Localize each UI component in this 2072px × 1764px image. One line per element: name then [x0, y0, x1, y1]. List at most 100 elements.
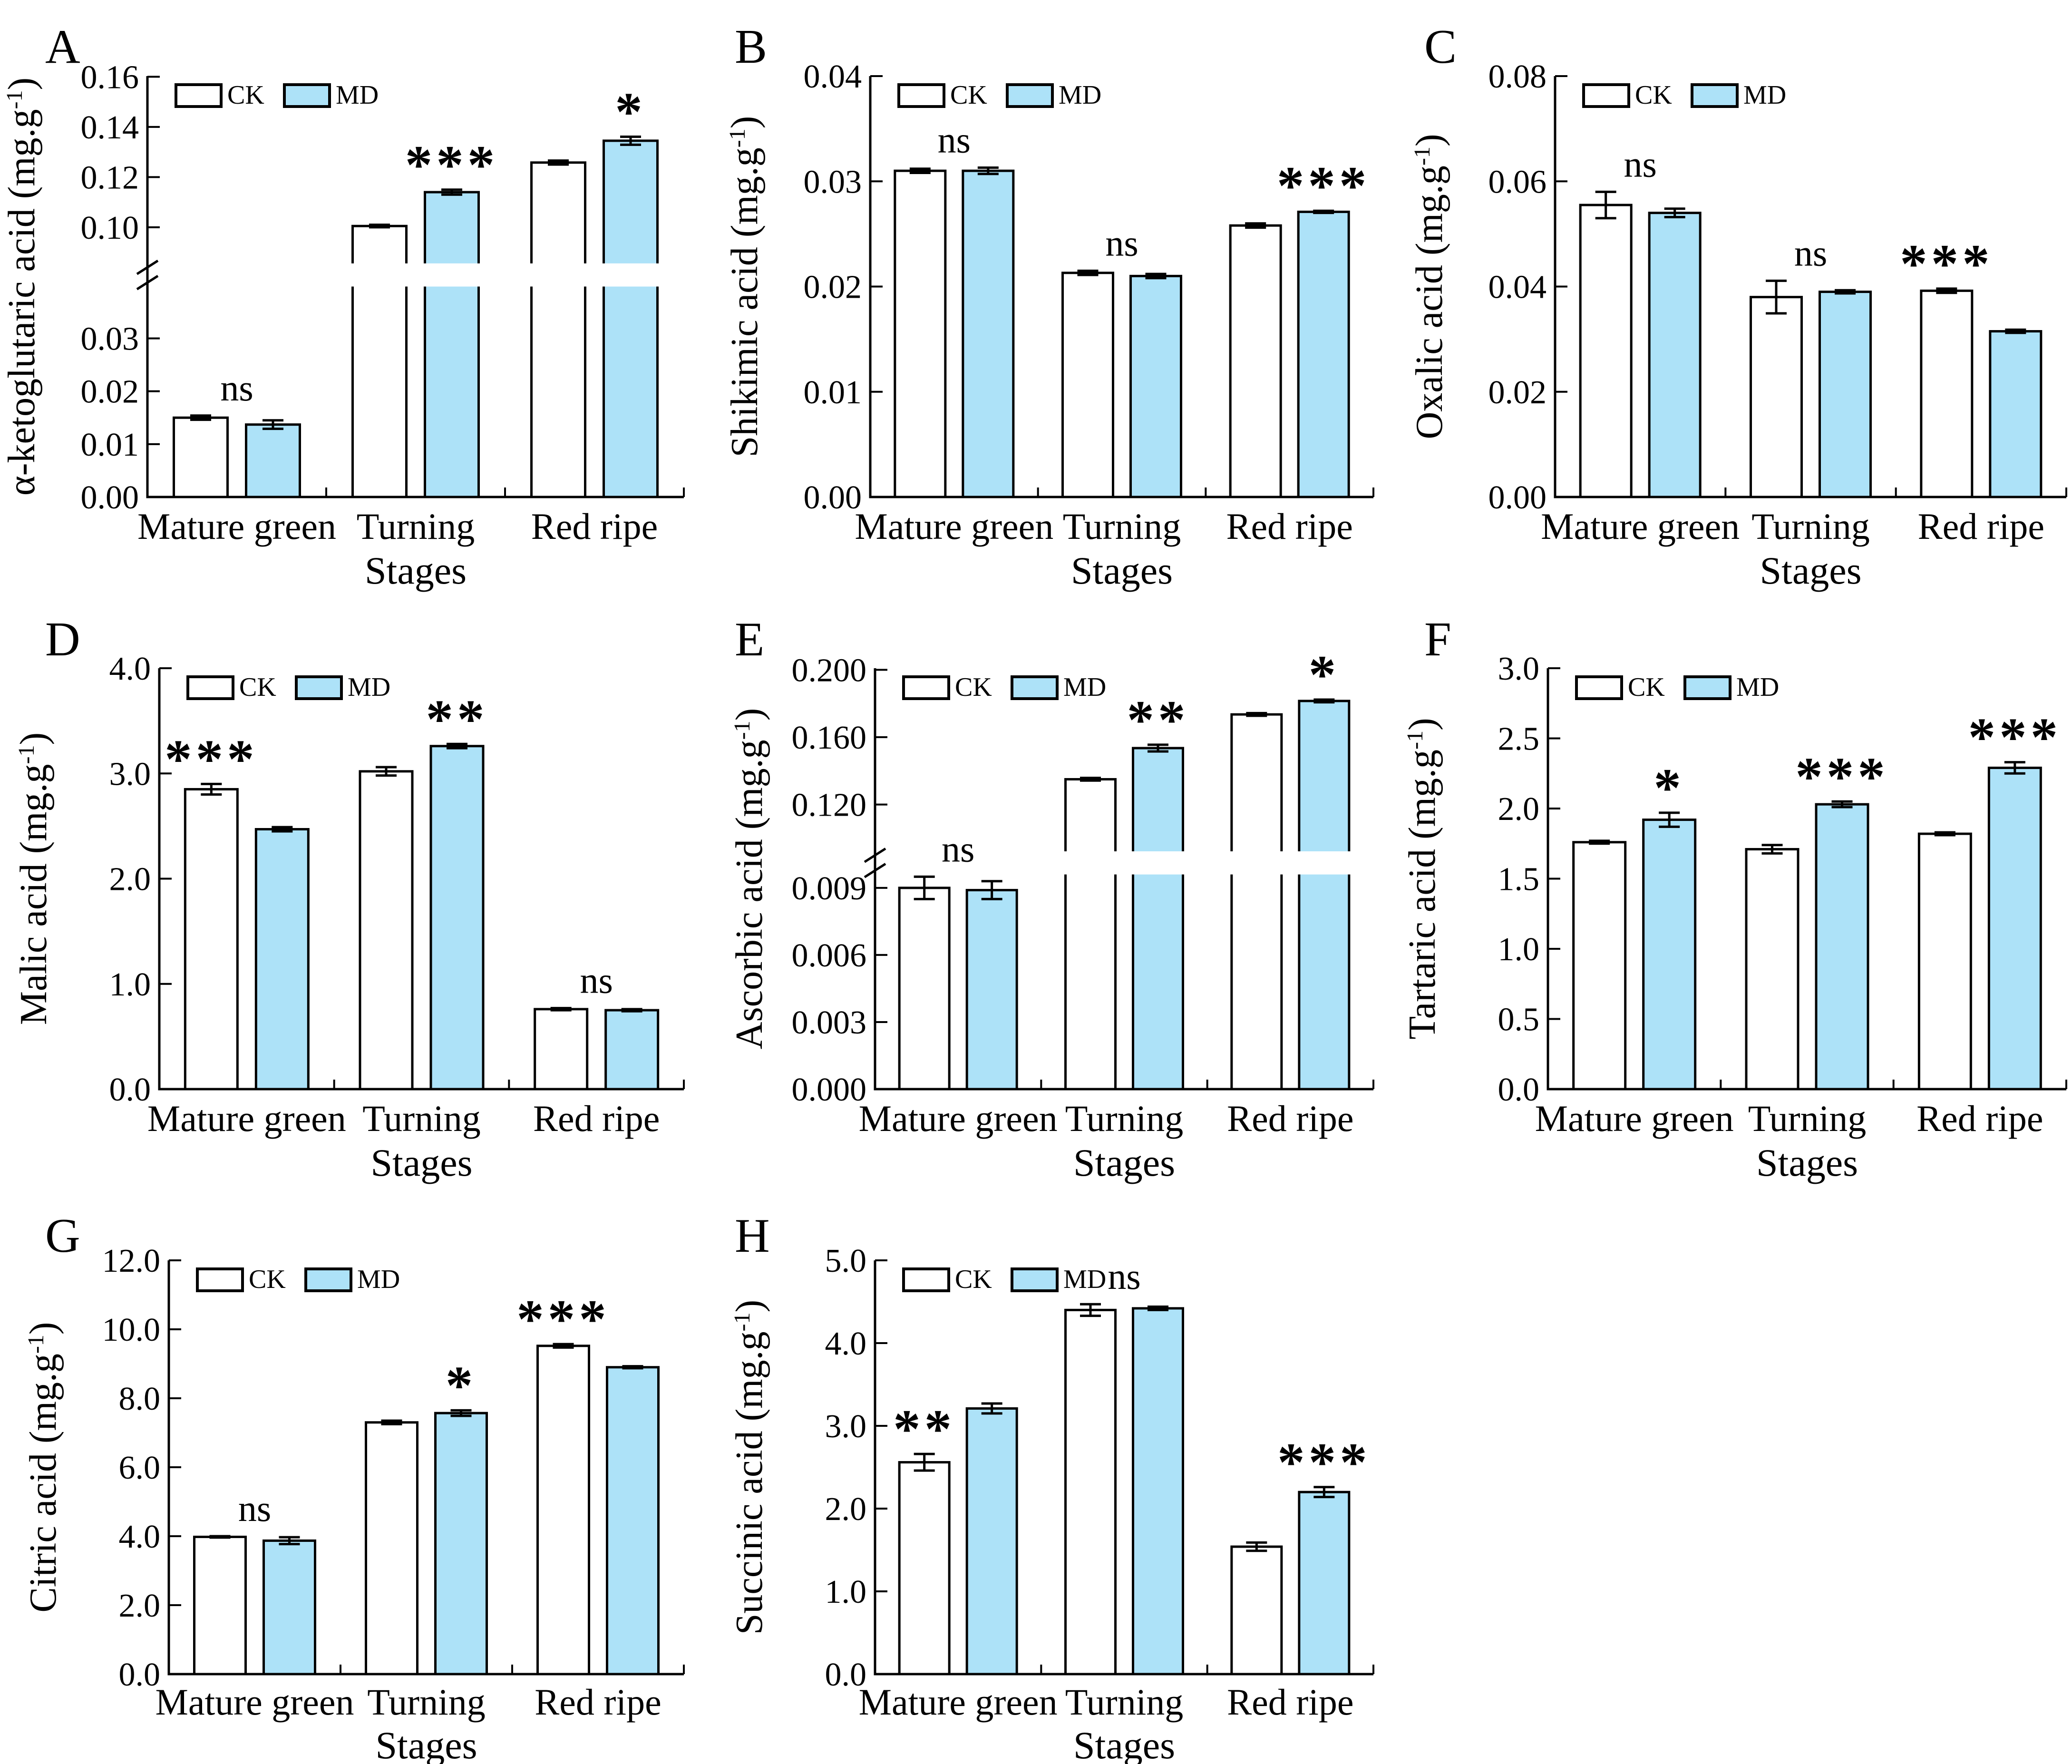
bar-md-2	[1987, 766, 2042, 1091]
bar-md-0	[962, 169, 1015, 498]
legend-label-ck: CK	[955, 1265, 992, 1294]
y-tick-label: 3.0	[1498, 651, 1540, 687]
error-bar	[550, 1007, 572, 1012]
y-tick-label: 4.0	[109, 651, 151, 687]
bar-ck-2	[536, 1345, 590, 1676]
category-label: Turning	[1748, 1098, 1867, 1139]
y-tick-label: 0.0	[109, 1072, 151, 1108]
y-tick-label: 0.04	[1488, 269, 1547, 306]
bar-md-2	[603, 139, 659, 498]
y-tick-label: 2.0	[825, 1491, 867, 1528]
y-tick-label: 0.12	[81, 159, 139, 196]
category-label: Red ripe	[533, 1098, 660, 1139]
bar-md-1	[1132, 1307, 1184, 1676]
error-bar	[1831, 800, 1853, 809]
category-label: Red ripe	[1227, 1681, 1353, 1723]
bar-md-0	[263, 1539, 316, 1676]
panel-G: 0.0 2.0 4.0 6.0 8.0 10.0 12.0 ns * *** CK MD Mature …	[0, 1203, 690, 1764]
significance-label: ***	[1277, 156, 1371, 216]
legend: CK MD	[186, 672, 390, 702]
error-bar	[914, 875, 935, 900]
x-axis-title: Stages	[1071, 549, 1173, 592]
error-bar	[1148, 1305, 1168, 1311]
y-axis-title: Ascorbic acid (mg.g-1)	[729, 708, 770, 1050]
error-bar	[1145, 273, 1167, 280]
error-bar	[553, 1343, 574, 1349]
y-tick-label: 0.0	[119, 1657, 161, 1693]
significance-label: **	[426, 689, 488, 749]
error-bar	[981, 880, 1002, 900]
y-tick-label: 0.120	[792, 787, 867, 824]
axis-break-band	[876, 851, 1373, 875]
category-label: Mature green	[1535, 1098, 1734, 1139]
category-label: Red ripe	[531, 506, 658, 547]
error-bar	[441, 188, 462, 196]
legend-label-md: MD	[1063, 1265, 1106, 1294]
legend-label-ck: CK	[227, 80, 264, 110]
bar-ck-2	[530, 161, 586, 498]
y-tick-label: 0.006	[792, 937, 867, 974]
error-bar	[1313, 209, 1334, 214]
category-label: Turning	[1063, 506, 1181, 547]
error-bar	[190, 414, 211, 421]
significance-label: ns	[1624, 143, 1656, 185]
y-tick-label: 0.04	[804, 58, 862, 95]
error-bar	[1595, 190, 1616, 220]
error-bar	[279, 1536, 300, 1546]
legend-label-md: MD	[1059, 80, 1101, 110]
significance-label: ns	[938, 119, 971, 160]
chart-A: 0.000.010.020.030.100.120.140.16ns****CK…	[1, 20, 685, 592]
chart-H: 0.0 1.0 2.0 3.0 4.0 5.0 ** ns *** CK MD Mature gree…	[729, 1209, 1374, 1764]
error-bar	[1245, 222, 1266, 229]
bar-md-0	[245, 423, 301, 498]
y-tick-label: 0.08	[1488, 58, 1547, 95]
legend: CK MD	[902, 1265, 1106, 1294]
significance-label: ***	[405, 135, 499, 195]
error-bar	[1761, 844, 1783, 855]
x-axis-title: Stages	[375, 1724, 477, 1764]
legend-swatch-ck	[186, 675, 234, 700]
category-label: Mature green	[147, 1098, 346, 1139]
y-tick-label: 0.0	[1498, 1072, 1540, 1108]
legend-swatch-md	[1691, 83, 1739, 108]
bar-ck-1	[365, 1421, 418, 1676]
error-bar	[1313, 1486, 1335, 1499]
axis-break-icon	[136, 275, 159, 291]
axis-break-band	[149, 263, 684, 287]
legend-swatch-md	[304, 1267, 352, 1292]
panel-F: 0.0 0.5 1.0 1.5 2.0 2.5 3.0 * *** *** CK MD Mature g…	[1379, 594, 2072, 1203]
significance-label: ns	[1105, 222, 1138, 263]
significance-label: *	[446, 1355, 477, 1415]
error-bar	[381, 1419, 402, 1425]
y-tick-label: 2.0	[109, 861, 151, 898]
y-tick-label: 1.0	[109, 966, 151, 1003]
y-tick-label: 1.0	[825, 1574, 867, 1610]
error-bar	[376, 766, 397, 777]
bar-ck-1	[1750, 296, 1803, 498]
error-bar	[447, 742, 467, 750]
error-bar	[369, 224, 390, 229]
x-axis-title: Stages	[1073, 1141, 1175, 1184]
bar-md-1	[1129, 274, 1182, 498]
bar-ck-0	[898, 887, 951, 1091]
y-tick-label: 0.01	[804, 374, 862, 411]
y-tick-label: 1.0	[1498, 931, 1540, 968]
legend-swatch-md	[1683, 675, 1732, 700]
y-tick-label: 10.0	[102, 1312, 161, 1348]
bar-ck-2	[1230, 713, 1283, 1091]
significance-label: ***	[1795, 746, 1889, 807]
legend-label-ck: CK	[1635, 80, 1672, 110]
error-bar	[1148, 743, 1168, 753]
y-tick-label: 0.02	[81, 374, 139, 410]
bar-ck-0	[1572, 841, 1627, 1091]
legend-label-md: MD	[1736, 672, 1779, 702]
category-label: Red ripe	[1918, 506, 2044, 547]
panel-letter: A	[45, 20, 80, 74]
y-axis-title: Citric acid (mg.g-1)	[22, 1322, 64, 1613]
y-tick-label: 8.0	[119, 1381, 161, 1417]
chart-B: 0.00 0.01 0.02 0.03 0.04 ns ns *** CK MD Mature gr…	[724, 20, 1374, 592]
error-bar	[914, 1452, 935, 1472]
significance-label: ***	[1900, 234, 1994, 294]
bar-ck-0	[173, 416, 229, 498]
panel-E: 0.000 0.003 0.006 0.009 0.120 0.160 0.200 ns ** *…	[690, 594, 1379, 1203]
